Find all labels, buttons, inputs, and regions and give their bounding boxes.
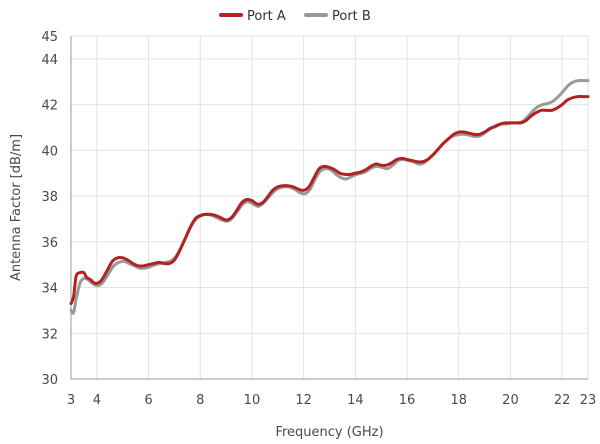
- y-tick-label: 44: [41, 53, 58, 68]
- legend: Port A Port B: [219, 9, 371, 24]
- x-tick-label: 16: [399, 393, 416, 408]
- x-tick-label: 18: [450, 393, 467, 408]
- x-tick-label: 10: [244, 393, 261, 408]
- y-tick-label: 40: [41, 144, 58, 159]
- x-tick-label: 22: [554, 393, 571, 408]
- y-tick-label: 32: [41, 327, 58, 342]
- y-tick-label: 34: [41, 282, 58, 297]
- x-tick-label: 12: [295, 393, 312, 408]
- x-tick-label: 23: [580, 393, 597, 408]
- x-tick-label: 14: [347, 393, 364, 408]
- y-axis-title: Antenna Factor [dB/m]: [9, 134, 24, 281]
- x-axis-title: Frequency (GHz): [275, 425, 383, 440]
- legend-label-port-b: Port B: [332, 9, 371, 24]
- x-tick-label: 6: [144, 393, 152, 408]
- x-tick-label: 3: [67, 393, 75, 408]
- legend-item-port-a: Port A: [219, 9, 286, 24]
- y-tick-label: 45: [41, 30, 58, 45]
- grid-lines: [70, 35, 589, 380]
- y-tick-label: 30: [41, 373, 58, 388]
- legend-item-port-b: Port B: [304, 9, 371, 24]
- x-tick-label: 20: [502, 393, 519, 408]
- legend-label-port-a: Port A: [247, 9, 286, 24]
- x-tick-label: 8: [196, 393, 204, 408]
- series-lines: [69, 79, 590, 315]
- series-line-port-a: [69, 95, 590, 306]
- y-tick-label: 38: [41, 190, 58, 205]
- axes: [70, 36, 588, 380]
- x-tick-label: 4: [93, 393, 101, 408]
- y-tick-label: 36: [41, 236, 58, 251]
- y-tick-label: 42: [41, 99, 58, 114]
